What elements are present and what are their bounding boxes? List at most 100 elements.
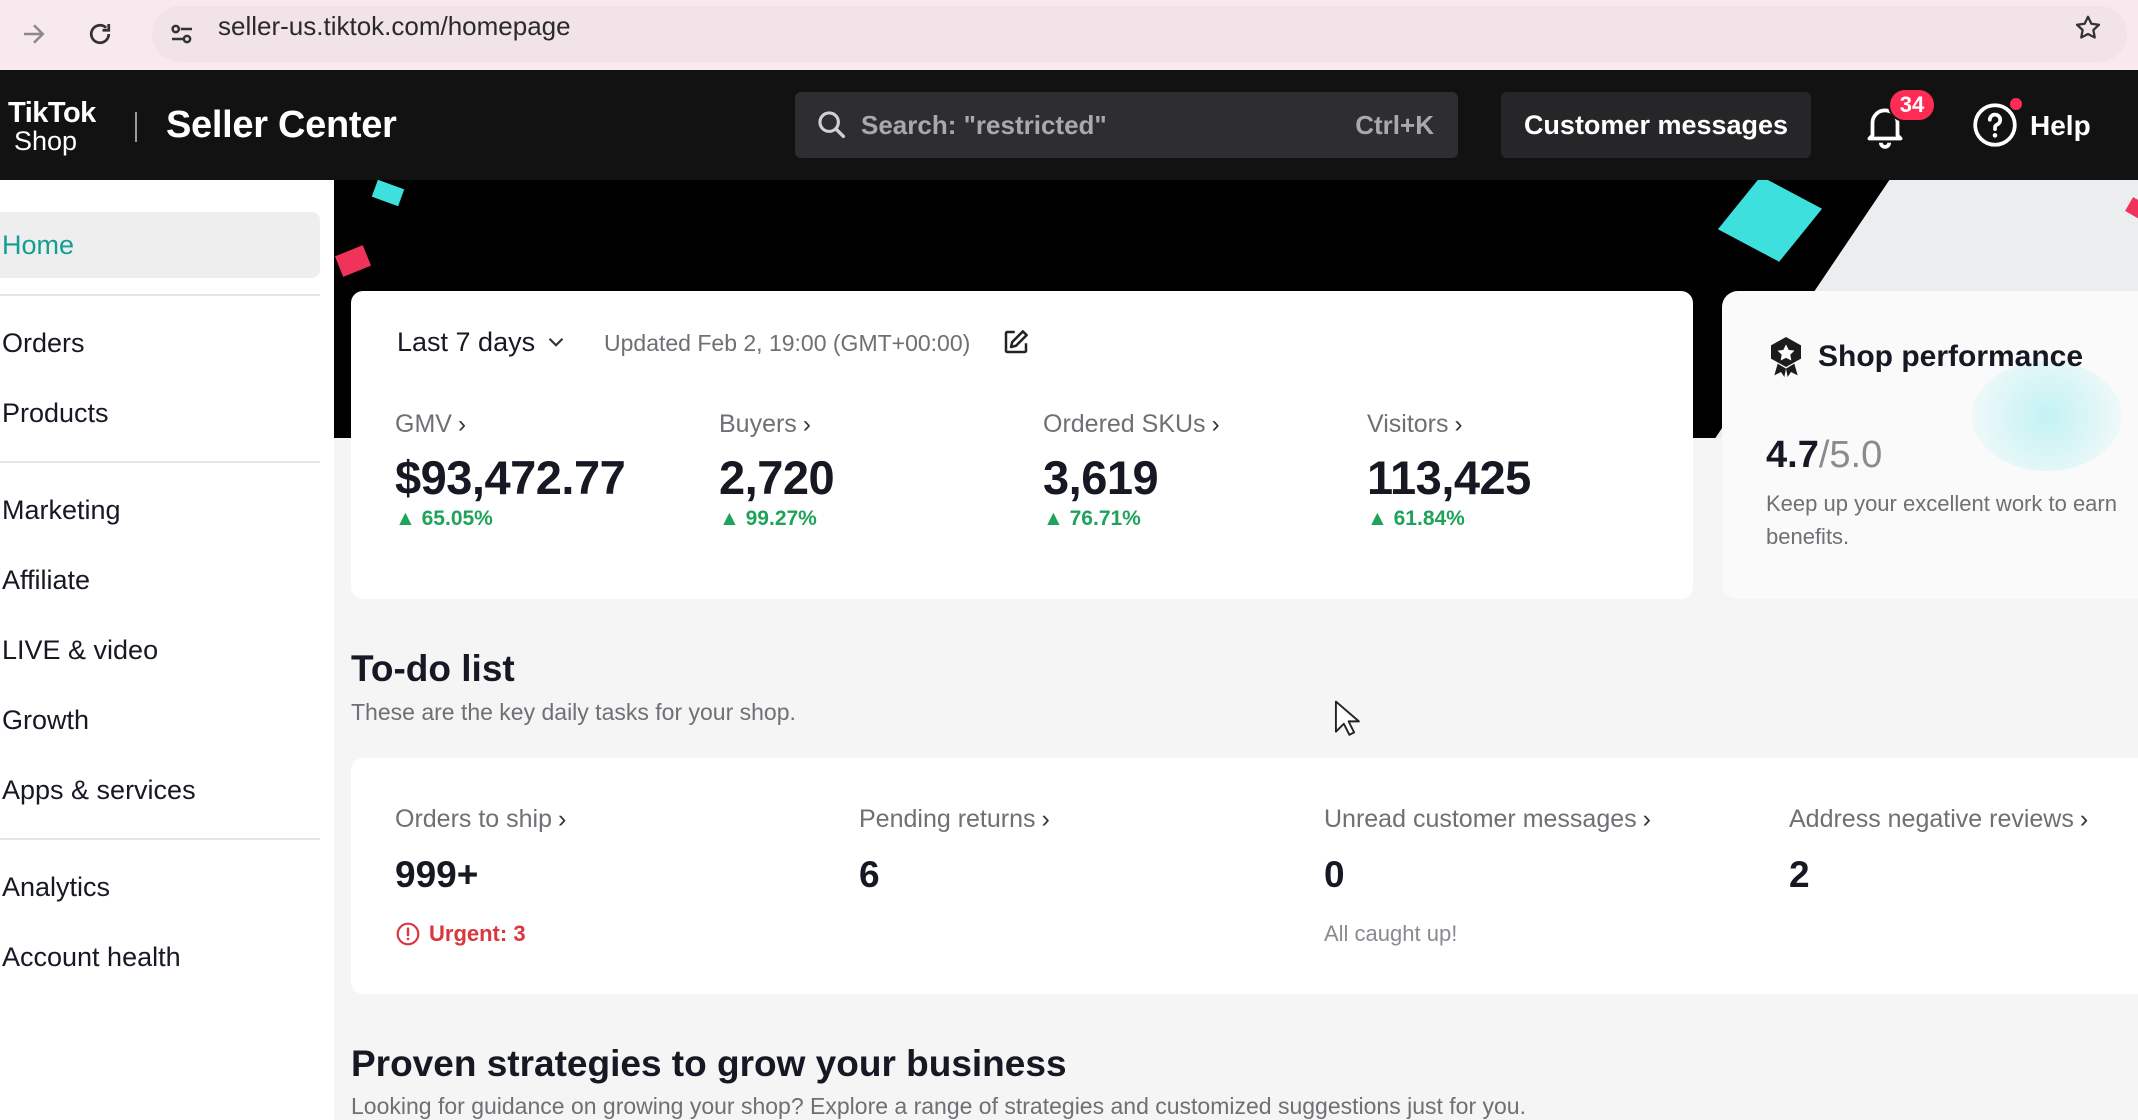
metric-ordered-skus[interactable]: Ordered SKUs › 3,619 ▲ 76.71% (1043, 409, 1363, 532)
shop-performance-card[interactable]: Shop performance 4.7/5.0 Keep up your ex… (1722, 291, 2138, 599)
metric-label-text: Ordered SKUs (1043, 410, 1206, 438)
sidebar-item-growth[interactable]: Growth (2, 705, 90, 735)
logo-line-2: Shop (14, 126, 78, 156)
shop-performance-score: 4.7/5.0 (1766, 433, 1882, 477)
todo-note: All caught up! (1324, 921, 1458, 946)
metrics-card: Last 7 days Updated Feb 2, 19:00 (GMT+00… (351, 291, 1693, 599)
confetti-shape (1717, 180, 1823, 262)
urgent-note-text: Urgent: 3 (429, 921, 526, 946)
sidebar-item-orders[interactable]: Orders (2, 328, 85, 358)
metric-value: 3,619 (1043, 451, 1159, 504)
metric-label: GMV › (395, 409, 715, 440)
metric-label-text: Buyers (719, 410, 797, 438)
shop-performance-description: Keep up your excellent work to earn bene… (1766, 487, 2138, 553)
mouse-cursor-icon (1334, 700, 1360, 736)
metric-delta: ▲ 65.05% (395, 507, 493, 530)
sidebar-item-analytics[interactable]: Analytics (2, 872, 111, 902)
todo-label-text: Address negative reviews (1789, 805, 2074, 833)
app-header: TikTok Shop Seller Center Search: "restr… (0, 70, 2138, 180)
sidebar-item-marketing[interactable]: Marketing (2, 495, 121, 525)
address-bar[interactable] (152, 6, 2127, 62)
sidebar-item-home[interactable]: Home (0, 212, 320, 278)
updated-timestamp: Updated Feb 2, 19:00 (GMT+00:00) (604, 330, 971, 356)
todo-label-text: Pending returns (859, 805, 1036, 833)
todo-value: 0 (1324, 854, 1345, 895)
date-range-select[interactable]: Last 7 days (397, 327, 536, 357)
metric-value: 2,720 (719, 451, 835, 504)
sidebar-item-affiliate[interactable]: Affiliate (2, 565, 91, 595)
metric-label: Buyers › (719, 409, 1039, 440)
metric-delta-value: 65.05% (421, 507, 493, 530)
chevron-right-icon: › (1642, 805, 1651, 833)
notification-badge: 34 (1888, 88, 1936, 122)
chevron-right-icon: › (558, 805, 567, 833)
todo-unread-customer-messages[interactable]: Unread customer messages › 0 All caught u… (1324, 804, 1651, 948)
shop-performance-title: Shop performance (1818, 340, 2084, 373)
todo-subtitle: These are the key daily tasks for your s… (351, 699, 796, 725)
alert-icon (396, 922, 420, 946)
score-value: 4.7 (1766, 434, 1819, 476)
brand-divider (135, 112, 137, 142)
urgent-note: Urgent: 3 (395, 920, 566, 948)
decorative-glow (1972, 361, 2122, 471)
todo-label-text: Orders to ship (395, 805, 553, 833)
metric-delta-value: 61.84% (1393, 507, 1465, 530)
todo-orders-to-ship[interactable]: Orders to ship › 999+ Urgent: 3 (395, 804, 566, 948)
todo-label: Pending returns › (859, 804, 1050, 834)
strategies-title: Proven strategies to grow your business (351, 1043, 1067, 1084)
metric-label-text: Visitors (1367, 410, 1449, 438)
todo-value: 2 (1789, 854, 1810, 895)
sidebar-divider (0, 838, 320, 840)
todo-label: Orders to ship › (395, 804, 566, 834)
chevron-right-icon: › (802, 411, 811, 438)
confetti-shape (371, 180, 405, 207)
url-text[interactable]: seller-us.tiktok.com/homepage (218, 11, 571, 41)
search-box[interactable]: Search: "restricted" Ctrl+K (795, 92, 1458, 158)
edit-icon[interactable] (1001, 327, 1031, 357)
strategies-subtitle: Looking for guidance on growing your sho… (351, 1093, 1526, 1119)
todo-label: Unread customer messages › (1324, 804, 1651, 834)
sidebar-item-live-video[interactable]: LIVE & video (2, 635, 159, 665)
todo-title: To-do list (351, 648, 515, 689)
metric-label: Visitors › (1367, 409, 1687, 440)
search-placeholder: Search: "restricted" (861, 110, 1107, 140)
reload-icon[interactable] (74, 8, 126, 60)
todo-value: 999+ (395, 854, 479, 895)
metric-delta: ▲ 61.84% (1367, 507, 1465, 530)
metric-gmv[interactable]: GMV › $93,472.77 ▲ 65.05% (395, 409, 715, 532)
todo-address-negative-reviews[interactable]: Address negative reviews › 2 (1789, 804, 2088, 896)
star-icon[interactable] (2068, 8, 2108, 48)
help-label[interactable]: Help (2030, 110, 2091, 141)
todo-value: 6 (859, 854, 880, 895)
chevron-right-icon: › (1211, 411, 1220, 438)
app-title: Seller Center (166, 104, 397, 146)
todo-pending-returns[interactable]: Pending returns › 6 (859, 804, 1050, 896)
description-line-2: benefits. (1766, 524, 1850, 549)
sidebar-divider (0, 294, 320, 296)
sidebar: Home Orders Products Marketing Affiliate… (0, 180, 334, 1120)
description-line-1: Keep up your excellent work to earn (1766, 491, 2117, 516)
sidebar-item-account-health[interactable]: Account health (2, 942, 181, 972)
customer-messages-button[interactable]: Customer messages (1501, 92, 1811, 158)
sidebar-item-apps-services[interactable]: Apps & services (2, 775, 196, 805)
score-max: /5.0 (1818, 434, 1883, 476)
chevron-right-icon: › (1041, 805, 1050, 833)
badge-star-icon (1771, 337, 1801, 377)
todo-label-text: Unread customer messages (1324, 805, 1637, 833)
metric-visitors[interactable]: Visitors › 113,425 ▲ 61.84% (1367, 409, 1687, 532)
chevron-right-icon: › (2079, 805, 2089, 833)
chevron-right-icon: › (1454, 411, 1463, 438)
search-icon (818, 111, 846, 139)
sidebar-item-products[interactable]: Products (2, 398, 109, 428)
confetti-shape (334, 245, 372, 277)
metric-value: 113,425 (1367, 451, 1531, 504)
forward-arrow-icon[interactable] (8, 8, 60, 60)
metric-label-text: GMV (395, 410, 452, 438)
site-settings-icon[interactable] (156, 8, 208, 60)
logo-line-1: TikTok (8, 97, 96, 129)
tiktok-shop-logo[interactable]: TikTok Shop (0, 98, 110, 158)
help-icon[interactable] (1970, 100, 2020, 150)
chevron-down-icon[interactable] (543, 329, 569, 355)
metric-delta-value: 76.71% (1069, 507, 1141, 530)
metric-buyers[interactable]: Buyers › 2,720 ▲ 99.27% (719, 409, 1039, 532)
